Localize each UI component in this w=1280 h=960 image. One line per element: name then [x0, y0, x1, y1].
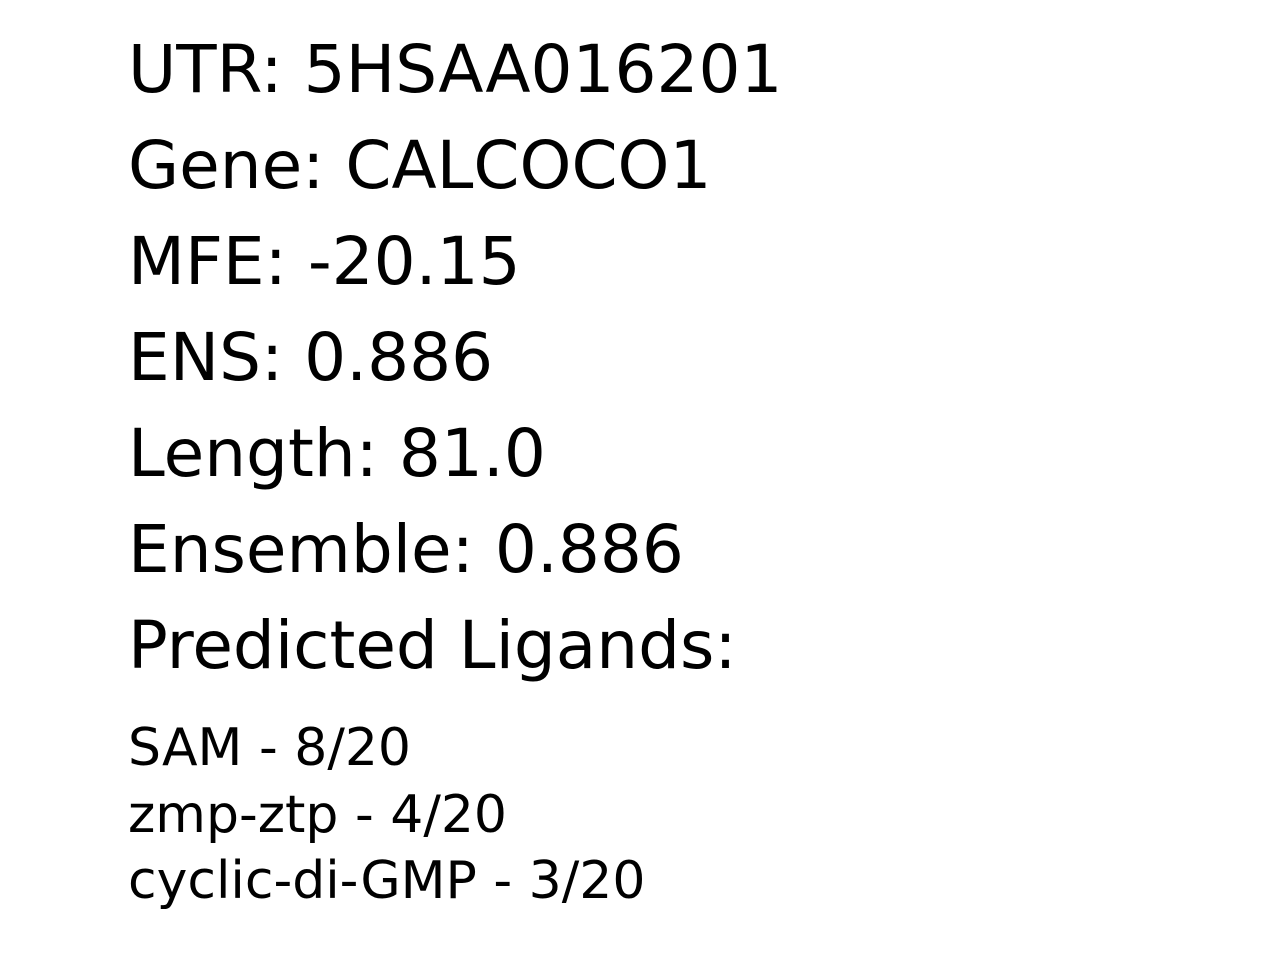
ensemble-label: Ensemble: 0.886 — [128, 511, 684, 588]
utr-id-label: UTR: 5HSAA016201 — [128, 31, 783, 108]
gene-label: Gene: CALCOCO1 — [128, 127, 712, 204]
predicted-ligands-heading: Predicted Ligands: — [128, 607, 737, 684]
ligand-item: cyclic-di-GMP - 3/20 — [128, 851, 646, 911]
mfe-label: MFE: -20.15 — [128, 223, 521, 300]
ens-label: ENS: 0.886 — [128, 319, 494, 396]
length-label: Length: 81.0 — [128, 415, 546, 492]
ligand-item: SAM - 8/20 — [128, 718, 412, 778]
ligand-item: zmp-ztp - 4/20 — [128, 785, 508, 845]
